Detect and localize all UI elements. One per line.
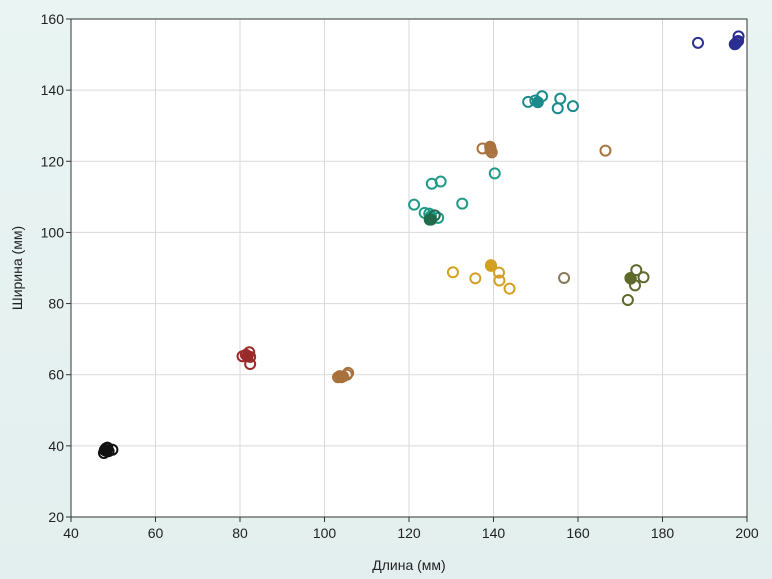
y-tick-label: 60: [48, 367, 64, 383]
data-point: [503, 282, 516, 295]
x-tick-label: 120: [397, 525, 421, 541]
data-point-mean: [484, 142, 497, 155]
series-gold: [446, 259, 516, 295]
x-tick-label: 160: [566, 525, 590, 541]
data-point: [637, 271, 650, 284]
series: [97, 30, 745, 459]
data-point-mean: [624, 271, 637, 284]
x-tick-label: 40: [63, 525, 79, 541]
x-axis-title: Длина (мм): [372, 557, 445, 573]
data-point: [630, 264, 643, 277]
data-point: [456, 197, 469, 210]
data-point-mean: [334, 370, 347, 383]
series-dark-green: [423, 209, 441, 226]
x-tick-label: 200: [735, 525, 759, 541]
series-dark-red: [236, 346, 257, 371]
y-tick-label: 160: [41, 11, 65, 27]
data-point: [408, 198, 421, 211]
series-teal: [522, 90, 579, 115]
series-tan: [476, 140, 612, 159]
y-tick-label: 140: [41, 82, 65, 98]
data-point: [599, 144, 612, 157]
x-tick-label: 100: [313, 525, 337, 541]
data-point-mean: [531, 96, 544, 109]
data-point: [434, 175, 447, 188]
data-point-mean: [484, 259, 497, 272]
data-point: [566, 100, 579, 113]
ticks: 40 60 80 100 120 140 160 180 2002040608010012014…: [41, 11, 759, 541]
y-tick-label: 40: [48, 438, 64, 454]
y-tick-label: 20: [48, 509, 64, 525]
data-point: [493, 274, 506, 287]
grid: [71, 19, 747, 517]
y-tick-label: 100: [41, 224, 65, 240]
series-olive-green: [621, 264, 650, 307]
y-axis-title: Ширина (мм): [9, 226, 25, 310]
series-black: [97, 441, 119, 459]
data-point-mean: [100, 444, 113, 457]
series-navy: [691, 30, 745, 51]
data-point-mean: [729, 37, 742, 50]
y-tick-label: 80: [48, 296, 64, 312]
data-point: [621, 294, 634, 307]
y-tick-label: 120: [41, 153, 65, 169]
x-tick-label: 60: [148, 525, 164, 541]
x-tick-label: 80: [232, 525, 248, 541]
series-olive-gray: [558, 271, 571, 284]
data-point: [469, 272, 482, 285]
data-point-mean: [424, 213, 437, 226]
series-brown: [332, 366, 355, 384]
data-point: [446, 266, 459, 279]
data-point: [691, 36, 704, 49]
x-tick-label: 140: [482, 525, 506, 541]
x-tick-label: 180: [651, 525, 675, 541]
data-point: [492, 266, 505, 279]
data-point: [488, 167, 501, 180]
data-point-mean: [241, 350, 254, 363]
data-point: [554, 92, 567, 105]
data-point: [558, 271, 571, 284]
